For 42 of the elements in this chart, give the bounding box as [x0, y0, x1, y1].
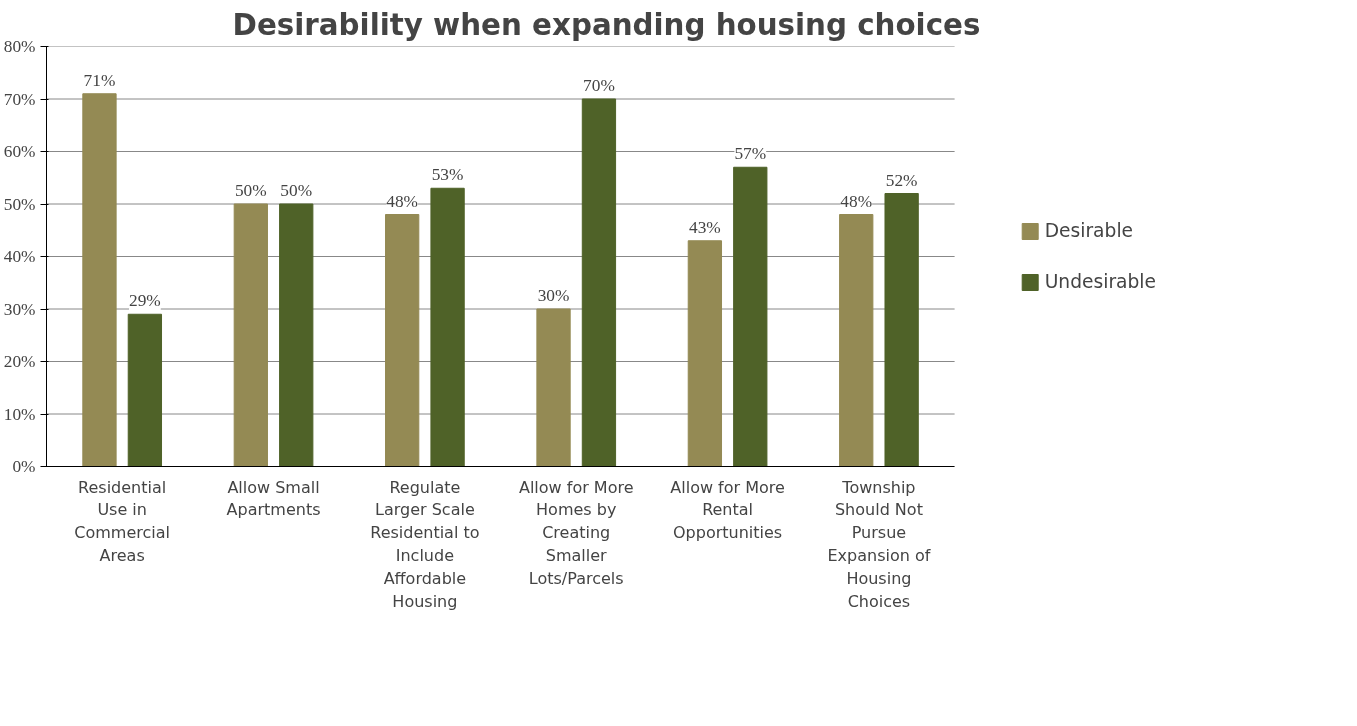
bar	[82, 93, 117, 467]
y-tick-label: 20%	[3, 352, 36, 371]
data-label: 70%	[583, 76, 615, 95]
bar	[687, 240, 723, 467]
y-tick-label: 30%	[3, 299, 36, 319]
data-label: 53%	[431, 165, 464, 185]
data-label: 30%	[537, 286, 570, 305]
x-tick-label: Residential Use in Commercial Areas	[74, 477, 171, 565]
y-tick-label: 0%	[12, 457, 36, 476]
chart-title: Desirability when expanding housing choices	[232, 7, 981, 42]
x-tick-label: Regulate Larger Scale Residential to Include Affordable Housing	[370, 477, 480, 611]
data-label: 48%	[840, 191, 873, 211]
data-label: 57%	[734, 144, 767, 164]
legend-label: Undesirable	[1044, 271, 1156, 292]
bar	[233, 203, 268, 467]
y-tick-label: 80%	[3, 37, 36, 56]
bar	[430, 187, 465, 467]
x-tick-label: Allow for More Rental Opportunities	[670, 477, 785, 543]
bar	[385, 214, 420, 467]
bar	[581, 98, 617, 467]
bar	[839, 214, 874, 467]
x-tick-label: Allow Small Apartments	[226, 477, 321, 520]
data-label: 71%	[83, 70, 116, 90]
y-tick-label: 60%	[3, 142, 36, 161]
y-tick-label: 40%	[3, 247, 36, 266]
data-label: 29%	[129, 291, 161, 311]
bar	[884, 193, 919, 467]
data-label: 50%	[280, 181, 313, 200]
legend-label: Desirable	[1044, 220, 1134, 241]
y-tick-label: 70%	[3, 89, 36, 109]
bar	[279, 203, 314, 467]
data-label: 50%	[234, 181, 267, 200]
y-tick-label: 50%	[3, 194, 36, 214]
bar	[733, 166, 768, 467]
bar	[127, 313, 163, 467]
data-label: 48%	[386, 191, 419, 211]
bar	[536, 308, 571, 467]
x-tick-label: Allow for More Homes by Creating Smaller Lots/Parcels	[518, 477, 634, 588]
x-tick-label: Township Should Not Pursue Expansion of Housing Choices	[827, 477, 931, 611]
y-tick-label: 10%	[3, 404, 36, 424]
data-label: 52%	[885, 170, 918, 190]
data-label: 43%	[689, 217, 721, 237]
